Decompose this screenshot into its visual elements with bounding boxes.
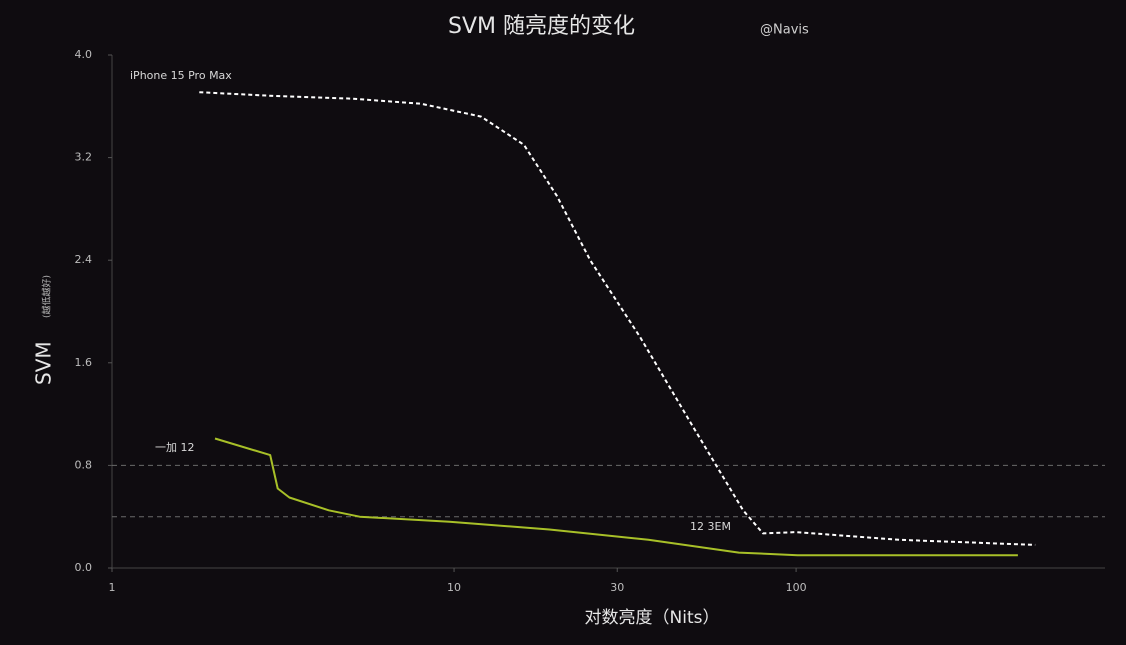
x-axis-label: 对数亮度（Nits） — [585, 608, 720, 628]
y-tick-label: 0.0 — [75, 561, 93, 574]
y-axis-note: (越低越好) — [41, 275, 53, 318]
series-line — [214, 437, 1018, 557]
chart-subtitle: @Navis — [760, 23, 809, 38]
legend-label: iPhone 15 Pro Max — [130, 69, 232, 82]
chart-title: SVM 随亮度的变化 — [448, 14, 635, 39]
x-tick-label: 10 — [447, 581, 461, 594]
annotation: 12 3EM — [690, 520, 731, 533]
y-tick-label: 2.4 — [75, 253, 93, 266]
y-axis-label: SVM — [32, 341, 56, 385]
x-tick-label: 100 — [786, 581, 807, 594]
y-tick-label: 3.2 — [75, 151, 93, 164]
y-tick-label: 1.6 — [75, 356, 93, 369]
series-line — [199, 91, 1036, 546]
x-tick-label: 30 — [610, 581, 624, 594]
legend-label: 一加 12 — [155, 441, 195, 454]
y-tick-label: 4.0 — [75, 48, 93, 61]
x-tick-label: 1 — [109, 581, 116, 594]
y-tick-label: 0.8 — [75, 458, 93, 471]
